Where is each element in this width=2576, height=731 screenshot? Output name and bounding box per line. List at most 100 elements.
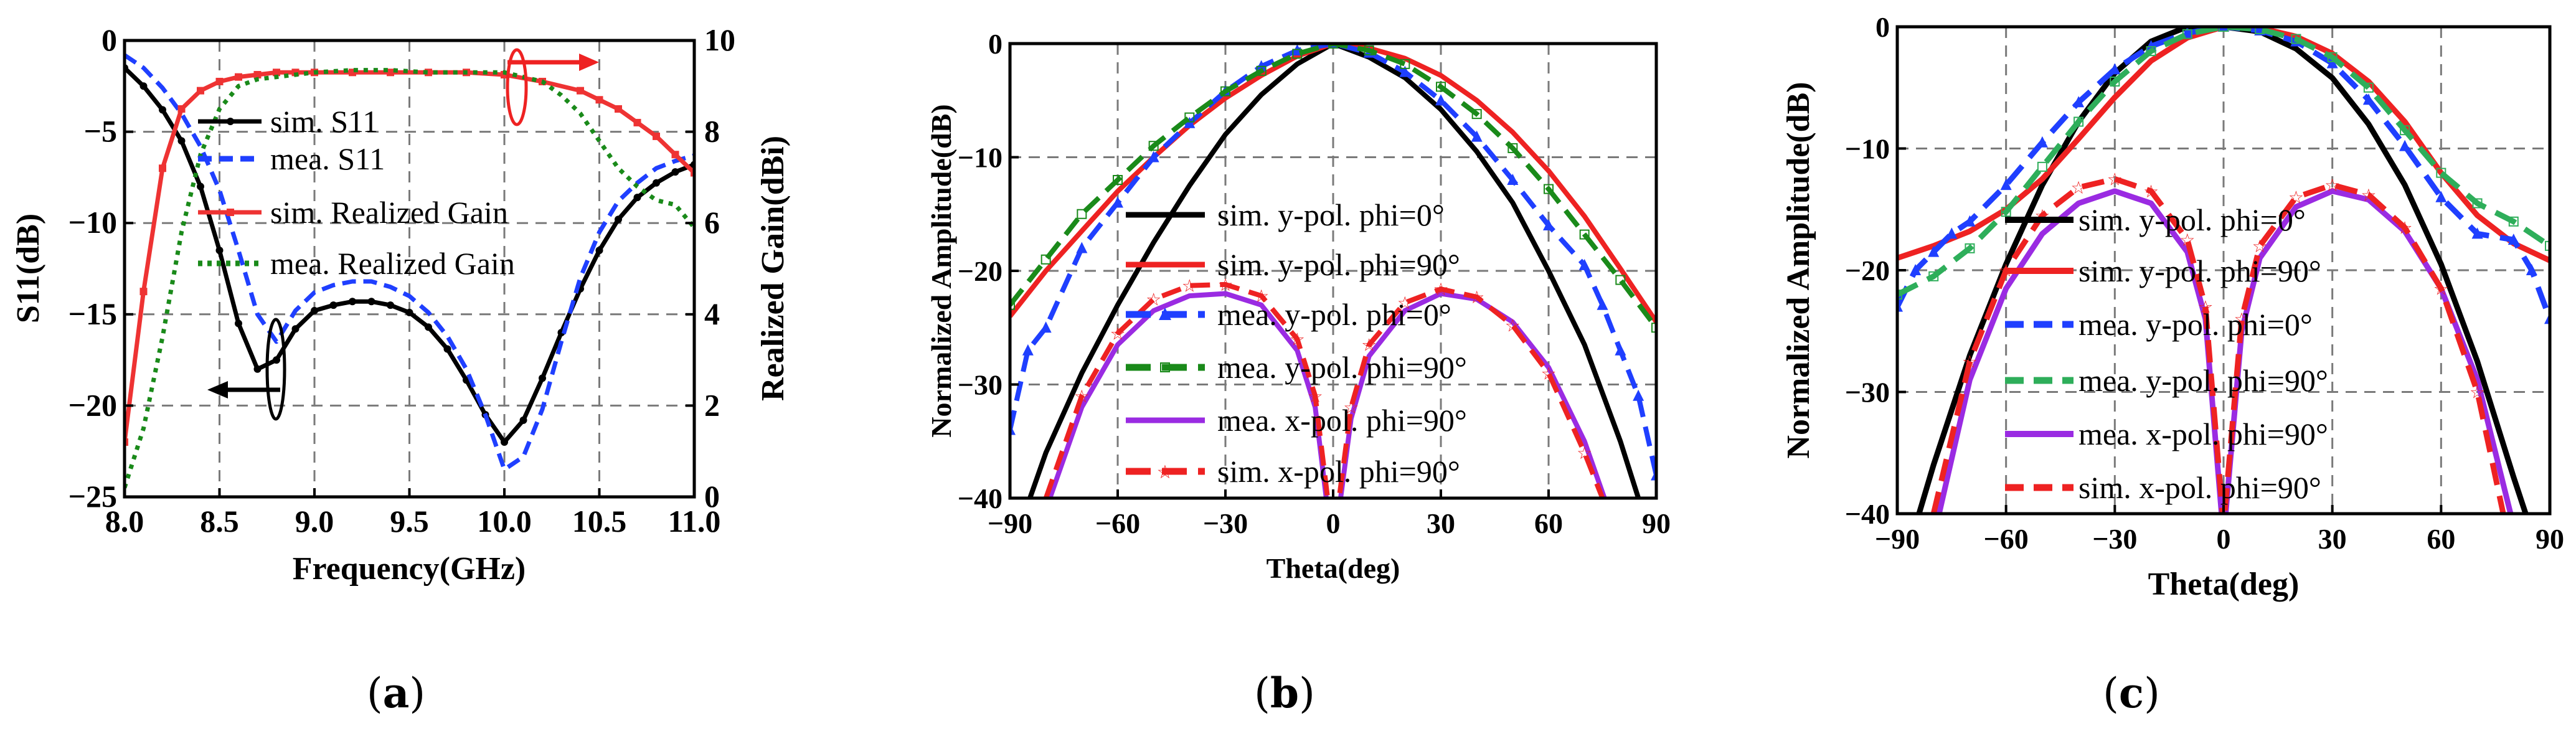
chart-a-ticks: 8.0 8.5 9.0 9.5 10.0 10.5 11.00−5−10−15−20−251… xyxy=(68,22,736,539)
chart-c-series: ☆☆☆☆☆☆☆☆☆☆☆☆☆☆☆☆☆☆☆ xyxy=(1897,27,2550,514)
legend-label: mea. S11 xyxy=(270,141,385,176)
legend-label: sim. y-pol. phi=90° xyxy=(2078,253,2321,288)
legend-label: sim. y-pol. phi=90° xyxy=(1217,247,1460,282)
data-point: ☆ xyxy=(2179,230,2195,250)
data-point: ☆ xyxy=(1962,352,1978,372)
data-point xyxy=(2291,34,2301,44)
x-tick-label: −30 xyxy=(1203,507,1248,539)
data-point xyxy=(273,68,280,77)
data-point xyxy=(159,164,166,172)
legend-item: sim. x-pol. phi=90° xyxy=(2005,470,2321,505)
data-point xyxy=(633,194,641,202)
y-tick-label: −40 xyxy=(1845,498,1890,530)
data-point: ☆ xyxy=(2197,297,2213,318)
x-tick-label: 8.5 xyxy=(200,504,239,539)
data-point xyxy=(1399,65,1411,77)
data-point xyxy=(1148,141,1159,151)
data-point xyxy=(197,87,204,95)
data-point: ☆ xyxy=(1613,534,1628,554)
data-point xyxy=(2182,29,2192,39)
data-point xyxy=(1400,59,1410,69)
data-point xyxy=(2472,198,2483,209)
chart-a-xlabel: Frequency(GHz) xyxy=(293,551,526,587)
data-point: ☆ xyxy=(2034,205,2050,226)
x-tick-label: 9.5 xyxy=(390,504,429,539)
data-point xyxy=(1184,112,1195,123)
x-tick-label: −60 xyxy=(1984,523,2029,555)
data-point xyxy=(1256,65,1267,76)
y2-tick-label: 6 xyxy=(704,205,720,240)
data-point: ☆ xyxy=(1469,287,1484,308)
data-point xyxy=(2001,207,2011,217)
legend-label: sim. Realized Gain xyxy=(270,195,508,230)
y-tick-label: −10 xyxy=(68,205,118,240)
data-point xyxy=(2327,52,2338,62)
legend-item: mea. x-pol. phi=90° xyxy=(2005,417,2328,451)
data-point: ☆ xyxy=(1505,316,1521,336)
data-point xyxy=(1597,298,1608,310)
data-point: ☆ xyxy=(1253,286,1269,306)
legend-label: sim. S11 xyxy=(270,104,378,139)
caption-c: (c) xyxy=(2103,669,2160,717)
legend-item: sim. y-pol. phi=90° xyxy=(2005,253,2321,288)
y-tick-label: −40 xyxy=(958,483,1003,514)
data-point xyxy=(1040,321,1052,333)
y-tick-label: −25 xyxy=(68,479,118,514)
x-tick-label: 60 xyxy=(2427,523,2455,555)
data-point xyxy=(539,374,546,382)
data-point xyxy=(1928,245,1940,257)
series-line xyxy=(1047,291,1607,498)
data-point xyxy=(1436,82,1446,92)
x-tick-label: 0 xyxy=(2217,523,2231,555)
data-point: ☆ xyxy=(1290,329,1305,350)
chart-b-ticks: −90 −60 −30 0 30 60 90 0 −10 −20 −30 −40 xyxy=(958,28,1671,539)
data-point xyxy=(387,68,394,77)
data-point xyxy=(1897,290,1902,300)
chart-c-xlabel: Theta(deg) xyxy=(2148,567,2300,602)
data-point xyxy=(1148,151,1159,163)
data-point xyxy=(425,323,432,331)
y2-tick-label: 10 xyxy=(704,22,735,57)
data-point xyxy=(519,416,527,424)
legend-label: mea. y-pol. phi=90° xyxy=(2078,363,2328,398)
data-point xyxy=(387,301,394,309)
chart-b-legend: sim. y-pol. phi=0° sim. y-pol. phi=90° m… xyxy=(1126,197,1467,489)
data-point xyxy=(311,306,318,314)
data-point xyxy=(1965,243,1975,253)
y2-tick-label: 4 xyxy=(704,296,720,331)
series-line xyxy=(1930,176,2506,514)
legend-item: sim. y-pol. phi=0° xyxy=(1126,197,1445,232)
legend-label: sim. y-pol. phi=0° xyxy=(2078,202,2306,237)
data-point xyxy=(1077,209,1087,219)
y-tick-label: −10 xyxy=(958,142,1003,174)
y-tick-label: 0 xyxy=(1875,11,1890,43)
data-point xyxy=(197,182,204,191)
data-point xyxy=(691,169,694,177)
data-point xyxy=(2073,96,2085,108)
data-point xyxy=(139,82,148,90)
legend-item: mea. y-pol. phi=0° xyxy=(2005,307,2313,342)
chart-b-xlabel: Theta(deg) xyxy=(1267,552,1400,584)
x-tick-label: −90 xyxy=(1875,523,1920,555)
x-tick-label: 30 xyxy=(2318,523,2347,555)
data-point xyxy=(235,319,242,328)
data-point xyxy=(1255,60,1267,72)
data-point xyxy=(349,298,356,306)
data-point xyxy=(125,438,128,446)
legend-label: mea. x-pol. phi=90° xyxy=(2078,417,2328,451)
series-line xyxy=(1010,44,1656,324)
data-point: ☆ xyxy=(2234,309,2250,329)
data-point xyxy=(1633,389,1644,401)
legend-label: sim. x-pol. phi=90° xyxy=(1217,454,1460,489)
chart-c-ticks: −90 −60 −30 0 30 60 90 0 −10 −20 −30 −40 xyxy=(1845,11,2564,555)
data-point xyxy=(577,87,584,95)
data-point xyxy=(1651,323,1656,333)
data-point: ☆ xyxy=(1308,386,1323,407)
data-point: ☆ xyxy=(1361,335,1377,356)
legend-item: mea. y-pol. phi=90° xyxy=(2005,363,2328,398)
data-point xyxy=(235,73,242,81)
legend-label: mea. y-pol. phi=0° xyxy=(2078,307,2313,342)
data-point xyxy=(2110,76,2120,87)
data-point xyxy=(671,168,679,176)
